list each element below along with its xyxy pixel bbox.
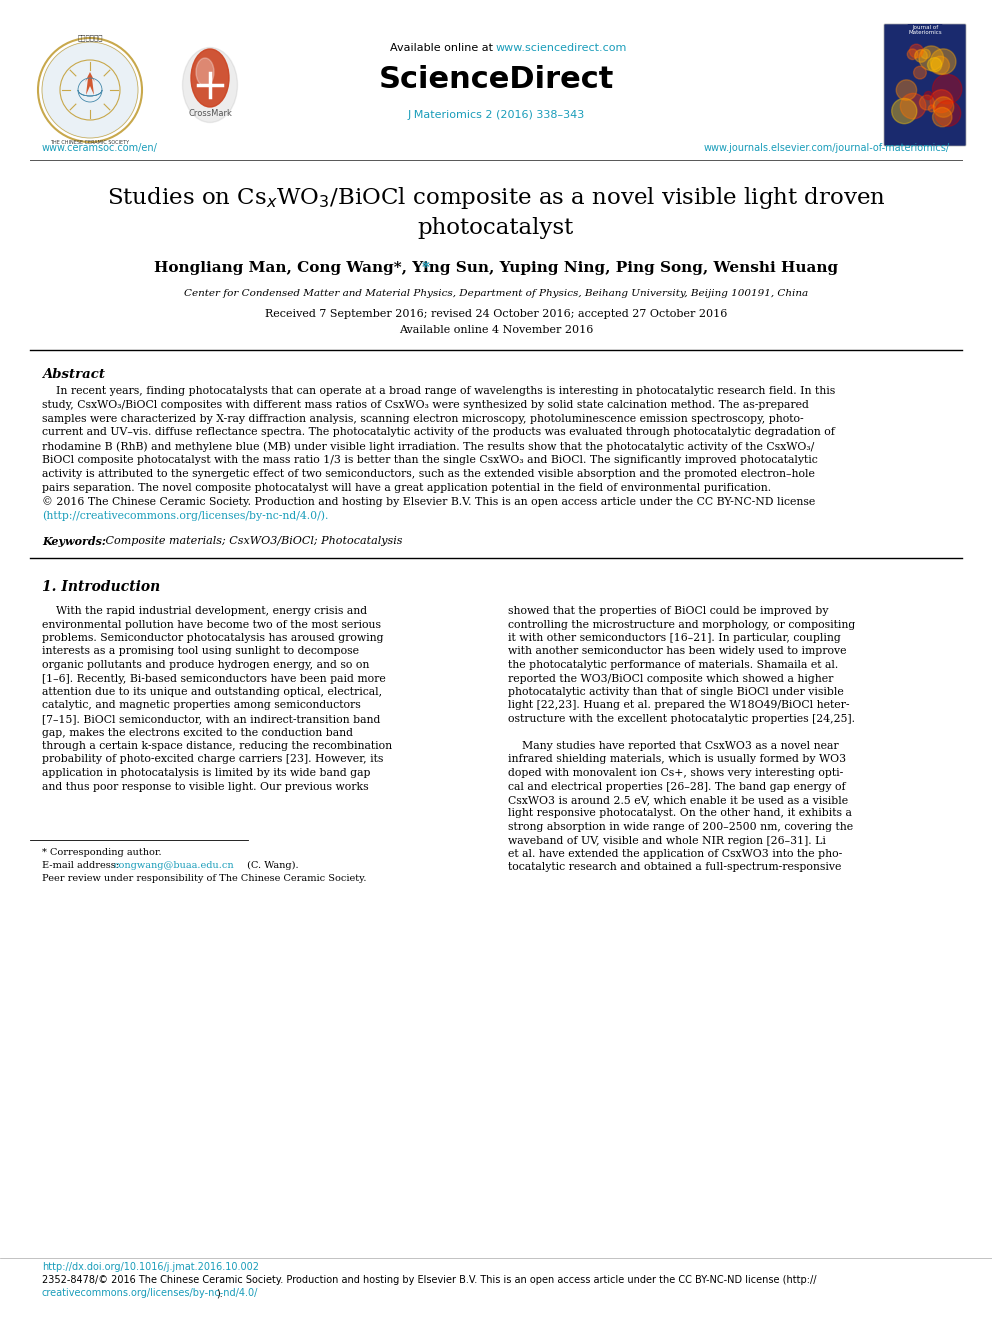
Circle shape — [914, 66, 927, 79]
Circle shape — [933, 97, 953, 118]
Text: Received 7 September 2016; revised 24 October 2016; accepted 27 October 2016: Received 7 September 2016; revised 24 Oc… — [265, 310, 727, 319]
Text: With the rapid industrial development, energy crisis and: With the rapid industrial development, e… — [42, 606, 367, 617]
Text: tocatalytic research and obtained a full-spectrum-responsive: tocatalytic research and obtained a full… — [508, 863, 841, 872]
Text: BiOCl composite photocatalyst with the mass ratio 1/3 is better than the single : BiOCl composite photocatalyst with the m… — [42, 455, 817, 464]
Text: 2352-8478/© 2016 The Chinese Ceramic Society. Production and hosting by Elsevier: 2352-8478/© 2016 The Chinese Ceramic Soc… — [42, 1275, 816, 1285]
Text: (C. Wang).: (C. Wang). — [244, 861, 299, 871]
Text: Composite materials; CsxWO3/BiOCl; Photocatalysis: Composite materials; CsxWO3/BiOCl; Photo… — [102, 536, 403, 546]
Text: [1–6]. Recently, Bi-based semiconductors have been paid more: [1–6]. Recently, Bi-based semiconductors… — [42, 673, 386, 684]
Text: et al. have extended the application of CsxWO3 into the pho-: et al. have extended the application of … — [508, 849, 842, 859]
Text: Hongliang Man, Cong Wang*, Ying Sun, Yuping Ning, Ping Song, Wenshi Huang: Hongliang Man, Cong Wang*, Ying Sun, Yup… — [154, 261, 838, 275]
Text: application in photocatalysis is limited by its wide band gap: application in photocatalysis is limited… — [42, 767, 370, 778]
Text: CrossMark: CrossMark — [188, 110, 232, 119]
Circle shape — [930, 49, 956, 74]
Text: CsxWO3 is around 2.5 eV, which enable it be used as a visible: CsxWO3 is around 2.5 eV, which enable it… — [508, 795, 848, 804]
Text: Center for Condensed Matter and Material Physics, Department of Physics, Beihang: Center for Condensed Matter and Material… — [184, 288, 808, 298]
Text: THE CHINESE CERAMIC SOCIETY: THE CHINESE CERAMIC SOCIETY — [51, 139, 130, 144]
Text: environmental pollution have become two of the most serious: environmental pollution have become two … — [42, 619, 381, 630]
Text: catalytic, and magnetic properties among semiconductors: catalytic, and magnetic properties among… — [42, 700, 361, 710]
FancyBboxPatch shape — [884, 24, 966, 146]
Text: light responsive photocatalyst. On the other hand, it exhibits a: light responsive photocatalyst. On the o… — [508, 808, 852, 819]
Text: samples were characterized by X-ray diffraction analysis, scanning electron micr: samples were characterized by X-ray diff… — [42, 414, 804, 423]
Text: www.journals.elsevier.com/journal-of-materiomics/: www.journals.elsevier.com/journal-of-mat… — [704, 143, 950, 153]
Text: * Corresponding author.: * Corresponding author. — [42, 848, 162, 857]
Text: 中国陶瓷学会: 中国陶瓷学会 — [77, 34, 103, 41]
Text: creativecommons.org/licenses/by-nc-nd/4.0/: creativecommons.org/licenses/by-nc-nd/4.… — [42, 1289, 258, 1298]
Text: pairs separation. The novel composite photocatalyst will have a great applicatio: pairs separation. The novel composite ph… — [42, 483, 771, 492]
Circle shape — [919, 46, 943, 70]
PathPatch shape — [85, 71, 95, 95]
Circle shape — [901, 94, 926, 119]
Text: congwang@buaa.edu.cn: congwang@buaa.edu.cn — [114, 861, 235, 871]
Text: ostructure with the excellent photocatalytic properties [24,25].: ostructure with the excellent photocatal… — [508, 714, 855, 724]
Text: J Materiomics 2 (2016) 338–343: J Materiomics 2 (2016) 338–343 — [408, 110, 584, 120]
Circle shape — [932, 74, 962, 103]
Circle shape — [908, 49, 918, 60]
Text: ScienceDirect: ScienceDirect — [378, 66, 614, 94]
Circle shape — [892, 98, 917, 123]
Text: [7–15]. BiOCl semiconductor, with an indirect-transition band: [7–15]. BiOCl semiconductor, with an ind… — [42, 714, 380, 724]
Text: showed that the properties of BiOCl could be improved by: showed that the properties of BiOCl coul… — [508, 606, 828, 617]
Circle shape — [920, 95, 934, 110]
Text: Peer review under responsibility of The Chinese Ceramic Society.: Peer review under responsibility of The … — [42, 875, 366, 882]
Text: it with other semiconductors [16–21]. In particular, coupling: it with other semiconductors [16–21]. In… — [508, 632, 841, 643]
Text: Studies on Cs$_x$WO$_3$/BiOCl composite as a novel visible light droven: Studies on Cs$_x$WO$_3$/BiOCl composite … — [107, 185, 885, 210]
Circle shape — [932, 107, 952, 127]
Text: Journal of
Materiomics: Journal of Materiomics — [909, 25, 941, 36]
Circle shape — [925, 91, 932, 99]
Text: interests as a promising tool using sunlight to decompose: interests as a promising tool using sunl… — [42, 647, 359, 656]
Text: cal and electrical properties [26–28]. The band gap energy of: cal and electrical properties [26–28]. T… — [508, 782, 845, 791]
Circle shape — [42, 42, 138, 138]
Circle shape — [928, 58, 941, 71]
Text: activity is attributed to the synergetic effect of two semiconductors, such as t: activity is attributed to the synergetic… — [42, 468, 814, 479]
Text: problems. Semiconductor photocatalysis has aroused growing: problems. Semiconductor photocatalysis h… — [42, 632, 384, 643]
Text: with another semiconductor has been widely used to improve: with another semiconductor has been wide… — [508, 647, 846, 656]
Circle shape — [910, 44, 924, 58]
Text: infrared shielding materials, which is usually formed by WO3: infrared shielding materials, which is u… — [508, 754, 846, 765]
Text: Available online 4 November 2016: Available online 4 November 2016 — [399, 325, 593, 335]
Text: current and UV–vis. diffuse reflectance spectra. The photocatalytic activity of : current and UV–vis. diffuse reflectance … — [42, 427, 835, 438]
Text: probability of photo-excited charge carriers [23]. However, its: probability of photo-excited charge carr… — [42, 754, 383, 765]
Text: E-mail address:: E-mail address: — [42, 861, 122, 871]
Circle shape — [929, 105, 935, 112]
Circle shape — [931, 56, 949, 74]
Text: the photocatalytic performance of materials. Shamaila et al.: the photocatalytic performance of materi… — [508, 660, 838, 669]
Circle shape — [930, 90, 953, 112]
Text: (http://creativecommons.org/licenses/by-nc-nd/4.0/).: (http://creativecommons.org/licenses/by-… — [42, 511, 328, 521]
Ellipse shape — [183, 48, 237, 123]
Text: doped with monovalent ion Cs+, shows very interesting opti-: doped with monovalent ion Cs+, shows ver… — [508, 767, 843, 778]
Text: © 2016 The Chinese Ceramic Society. Production and hosting by Elsevier B.V. This: © 2016 The Chinese Ceramic Society. Prod… — [42, 496, 815, 507]
Circle shape — [934, 101, 960, 126]
Text: *: * — [422, 261, 430, 275]
Text: gap, makes the electrons excited to the conduction band: gap, makes the electrons excited to the … — [42, 728, 353, 737]
Text: through a certain k-space distance, reducing the recombination: through a certain k-space distance, redu… — [42, 741, 392, 751]
Text: www.ceramsoc.com/en/: www.ceramsoc.com/en/ — [42, 143, 158, 153]
Text: waveband of UV, visible and whole NIR region [26–31]. Li: waveband of UV, visible and whole NIR re… — [508, 836, 826, 845]
Text: organic pollutants and produce hydrogen energy, and so on: organic pollutants and produce hydrogen … — [42, 660, 369, 669]
Text: and thus poor response to visible light. Our previous works: and thus poor response to visible light.… — [42, 782, 369, 791]
Text: attention due to its unique and outstanding optical, electrical,: attention due to its unique and outstand… — [42, 687, 382, 697]
Text: Many studies have reported that CsxWO3 as a novel near: Many studies have reported that CsxWO3 a… — [508, 741, 838, 751]
Text: photocatalyst: photocatalyst — [418, 217, 574, 239]
Text: http://dx.doi.org/10.1016/j.jmat.2016.10.002: http://dx.doi.org/10.1016/j.jmat.2016.10… — [42, 1262, 259, 1271]
Circle shape — [915, 50, 928, 62]
Text: ).: ). — [216, 1289, 223, 1298]
Text: strong absorption in wide range of 200–2500 nm, covering the: strong absorption in wide range of 200–2… — [508, 822, 853, 832]
Text: controlling the microstructure and morphology, or compositing: controlling the microstructure and morph… — [508, 619, 855, 630]
Text: Keywords:: Keywords: — [42, 536, 106, 546]
Text: reported the WO3/BiOCl composite which showed a higher: reported the WO3/BiOCl composite which s… — [508, 673, 833, 684]
Text: In recent years, finding photocatalysts that can operate at a broad range of wav: In recent years, finding photocatalysts … — [42, 386, 835, 396]
Ellipse shape — [191, 49, 229, 107]
Text: photocatalytic activity than that of single BiOCl under visible: photocatalytic activity than that of sin… — [508, 687, 844, 697]
Text: light [22,23]. Huang et al. prepared the W18O49/BiOCl heter-: light [22,23]. Huang et al. prepared the… — [508, 700, 849, 710]
Circle shape — [921, 49, 930, 58]
Text: www.sciencedirect.com: www.sciencedirect.com — [496, 44, 627, 53]
Ellipse shape — [196, 58, 214, 86]
Text: Available online at: Available online at — [390, 44, 496, 53]
Text: Abstract: Abstract — [42, 368, 105, 381]
Text: 1. Introduction: 1. Introduction — [42, 579, 161, 594]
Text: study, CsxWO₃/BiOCl composites with different mass ratios of CsxWO₃ were synthes: study, CsxWO₃/BiOCl composites with diff… — [42, 400, 808, 410]
Circle shape — [896, 79, 917, 101]
Text: rhodamine B (RhB) and methylene blue (MB) under visible light irradiation. The r: rhodamine B (RhB) and methylene blue (MB… — [42, 441, 814, 451]
